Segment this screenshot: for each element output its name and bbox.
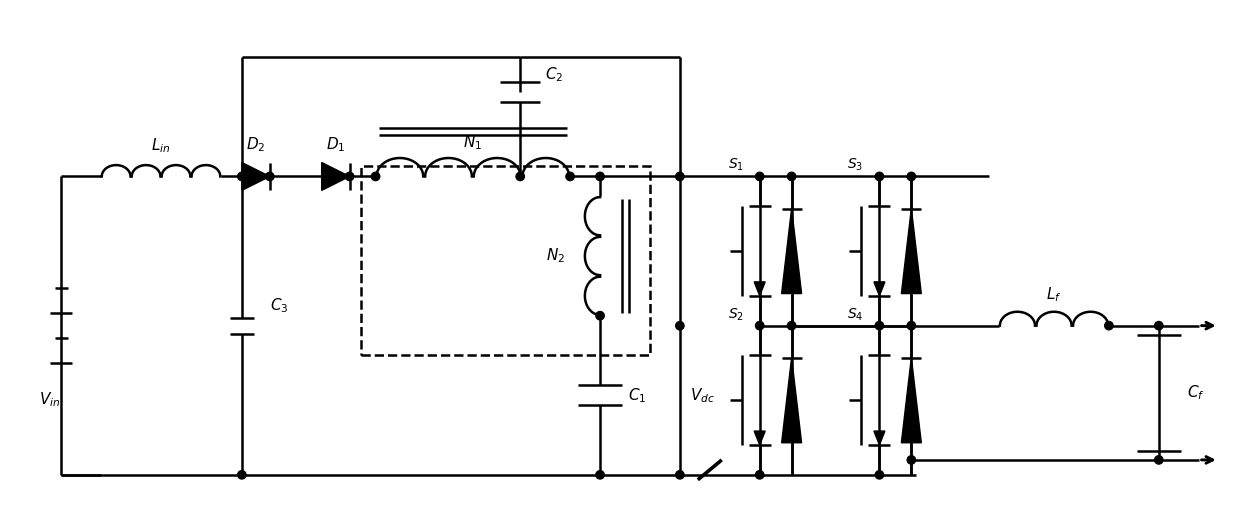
Circle shape — [596, 172, 604, 181]
Bar — [361, 167, 650, 356]
Polygon shape — [901, 358, 921, 443]
Text: $C_2$: $C_2$ — [546, 66, 563, 84]
Text: $S_2$: $S_2$ — [728, 307, 744, 322]
Circle shape — [596, 471, 604, 479]
Circle shape — [238, 471, 246, 479]
Polygon shape — [754, 431, 765, 445]
Polygon shape — [901, 208, 921, 294]
Circle shape — [516, 172, 525, 181]
Text: $S_3$: $S_3$ — [847, 157, 864, 173]
Text: $L_f$: $L_f$ — [1047, 285, 1061, 304]
Polygon shape — [754, 282, 765, 296]
Polygon shape — [242, 163, 270, 190]
Circle shape — [755, 471, 764, 479]
Text: $N_1$: $N_1$ — [464, 133, 482, 152]
Circle shape — [346, 172, 353, 181]
Polygon shape — [874, 431, 885, 445]
Text: $S_1$: $S_1$ — [728, 157, 744, 173]
Polygon shape — [781, 208, 801, 294]
Text: $C_1$: $C_1$ — [627, 386, 646, 405]
Circle shape — [1105, 321, 1114, 330]
Text: $V_{in}$: $V_{in}$ — [38, 390, 60, 409]
Text: $L_{in}$: $L_{in}$ — [151, 136, 171, 155]
Text: $D_2$: $D_2$ — [246, 135, 265, 154]
Text: $D_1$: $D_1$ — [326, 135, 346, 154]
Circle shape — [265, 172, 274, 181]
Polygon shape — [781, 358, 801, 443]
Circle shape — [908, 456, 915, 464]
Polygon shape — [321, 163, 350, 190]
Circle shape — [1154, 321, 1163, 330]
Circle shape — [676, 471, 684, 479]
Circle shape — [875, 172, 884, 181]
Circle shape — [676, 321, 684, 330]
Circle shape — [875, 471, 884, 479]
Circle shape — [787, 172, 796, 181]
Circle shape — [755, 172, 764, 181]
Text: $S_4$: $S_4$ — [847, 307, 864, 322]
Text: $N_2$: $N_2$ — [546, 247, 564, 265]
Circle shape — [908, 172, 915, 181]
Circle shape — [908, 321, 915, 330]
Circle shape — [676, 172, 684, 181]
Circle shape — [1154, 456, 1163, 464]
Polygon shape — [874, 282, 885, 296]
Circle shape — [565, 172, 574, 181]
Text: $C_f$: $C_f$ — [1187, 383, 1204, 402]
Circle shape — [238, 172, 246, 181]
Circle shape — [596, 312, 604, 320]
Text: $C_3$: $C_3$ — [270, 296, 289, 315]
Circle shape — [755, 321, 764, 330]
Circle shape — [371, 172, 379, 181]
Circle shape — [787, 321, 796, 330]
Text: $V_{dc}$: $V_{dc}$ — [689, 386, 714, 405]
Circle shape — [875, 321, 884, 330]
